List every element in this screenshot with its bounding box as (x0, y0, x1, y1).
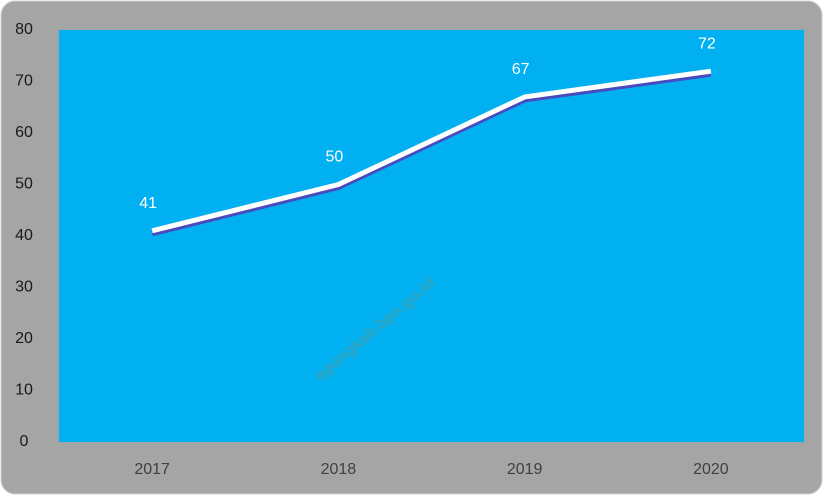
x-tick-label: 2020 (693, 461, 729, 478)
plot-area (59, 30, 804, 442)
data-label: 41 (139, 195, 157, 212)
y-tick-label: 30 (15, 279, 33, 296)
x-tick-label: 2018 (321, 461, 357, 478)
y-tick-label: 10 (15, 382, 33, 399)
y-tick-label: 20 (15, 330, 33, 347)
data-label: 50 (325, 149, 343, 166)
x-tick-label: 2017 (134, 461, 170, 478)
y-tick-label: 0 (20, 433, 29, 450)
y-tick-label: 40 (15, 227, 33, 244)
x-tick-label: 2019 (507, 461, 543, 478)
y-tick-label: 50 (15, 176, 33, 193)
y-tick-label: 70 (15, 73, 33, 90)
data-label: 72 (698, 35, 716, 52)
data-label: 67 (512, 61, 530, 78)
y-tick-label: 60 (15, 124, 33, 141)
line (151, 68, 712, 234)
line-shadow (151, 71, 712, 237)
y-tick-label: 80 (15, 21, 33, 38)
